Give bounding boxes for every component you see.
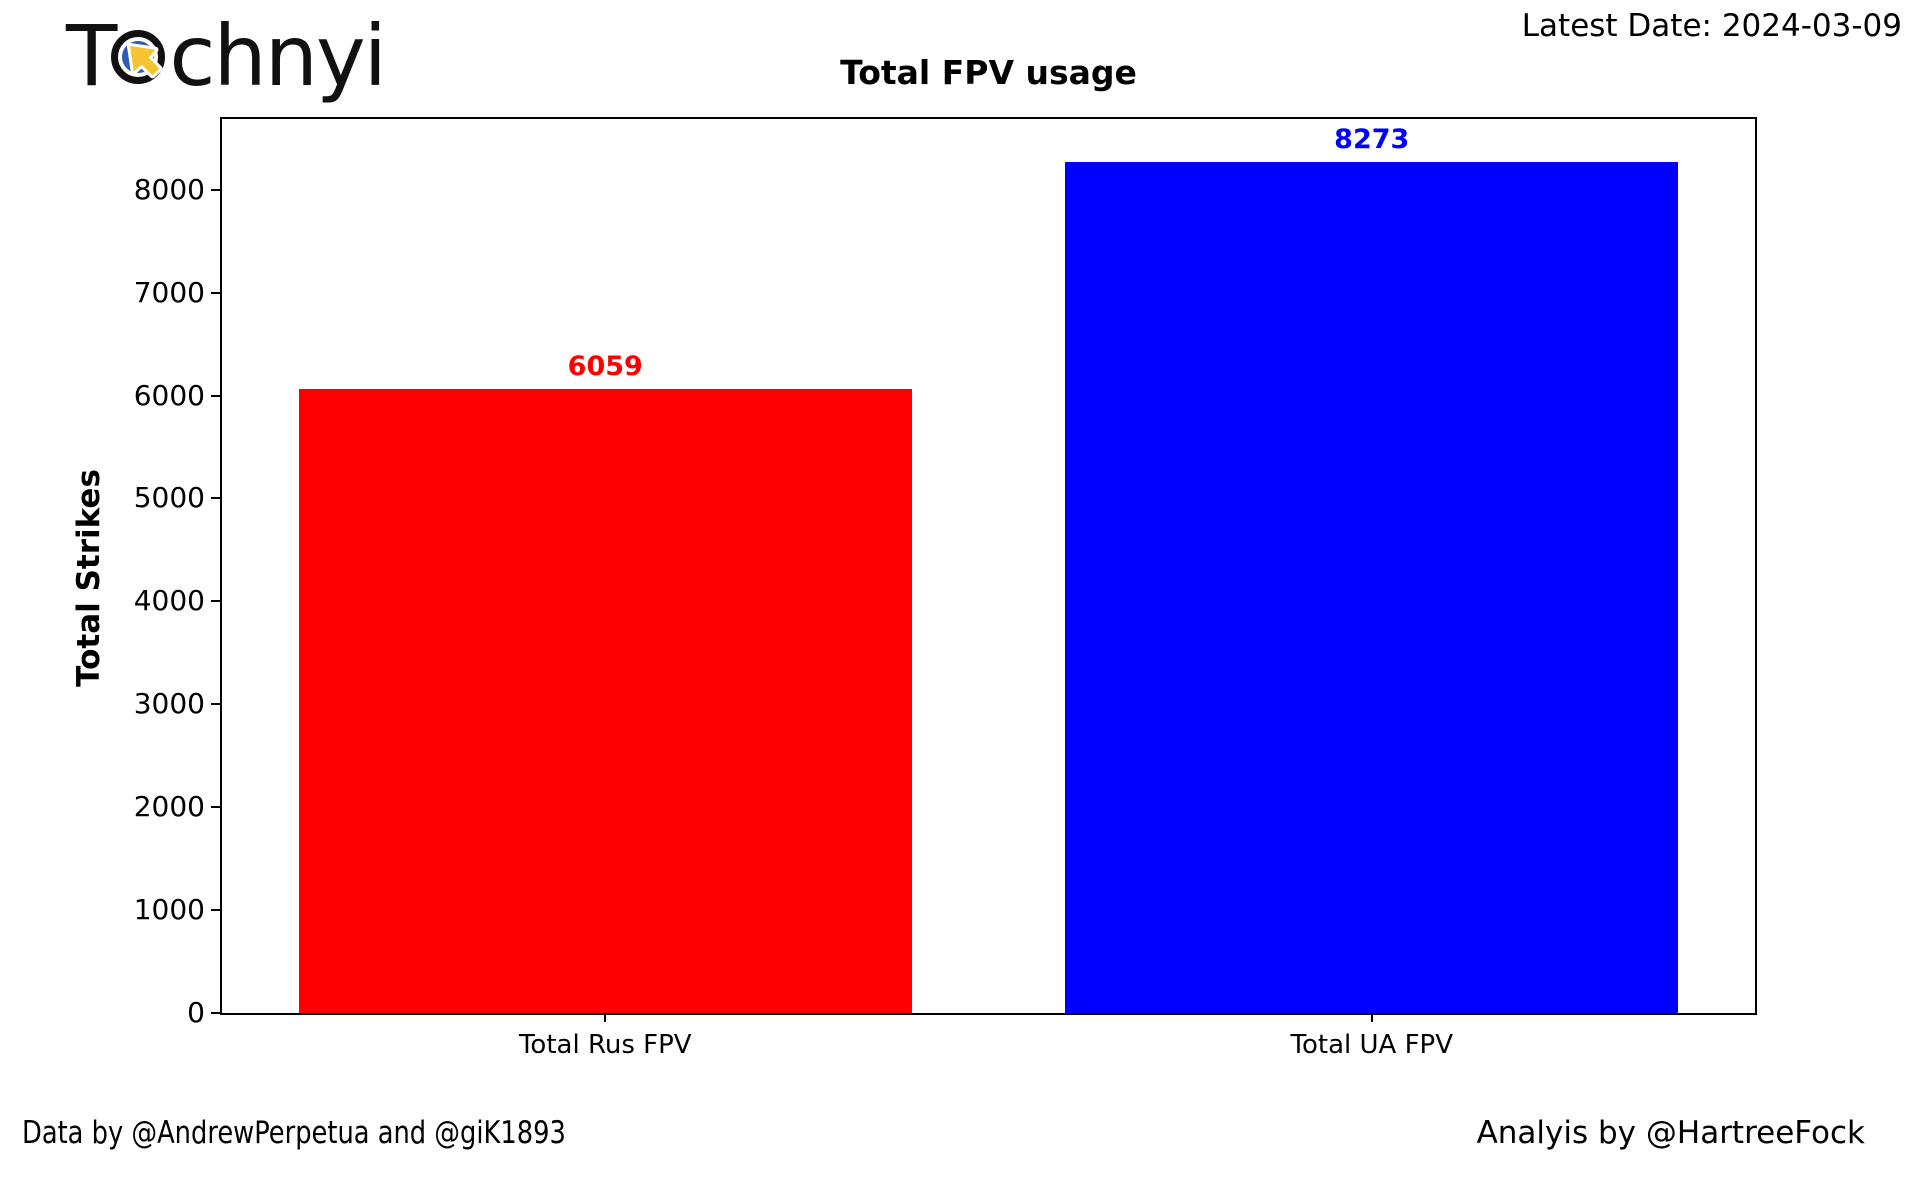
chart-title: Total FPV usage	[840, 53, 1137, 92]
bar-value-label-0: 6059	[567, 351, 643, 383]
plot-area: 0 1000 2000 3000 4000 5000 6000 7000 8000 Total …	[134, 117, 1757, 1060]
y-tick-label-6000: 6000	[133, 378, 205, 412]
bar-value-label-1: 8273	[1334, 123, 1410, 155]
bar-0	[298, 389, 912, 1013]
y-tick-label-0: 0	[187, 996, 205, 1029]
y-tick-label-4000: 4000	[133, 584, 205, 618]
y-tick-label-3000: 3000	[133, 687, 205, 721]
y-tick-mark-5000	[211, 497, 220, 500]
y-axis-label: Total Strikes	[71, 469, 107, 687]
y-tick-label-1000: 1000	[133, 893, 205, 927]
cursor-target-icon	[111, 30, 166, 84]
x-tick-mark-0	[604, 1013, 607, 1022]
data-credit-label: Data by @AndrewPerpetua and @giK1893	[22, 1115, 566, 1151]
y-tick-mark-8000	[211, 188, 220, 191]
y-tick-mark-3000	[211, 703, 220, 706]
x-tick-mark-1	[1370, 1013, 1373, 1022]
y-tick-mark-1000	[211, 909, 220, 912]
y-tick-mark-0	[211, 1012, 220, 1014]
y-tick-label-5000: 5000	[133, 481, 205, 515]
y-tick-label-8000: 8000	[133, 172, 205, 206]
y-tick-mark-2000	[211, 806, 220, 809]
logo-text-part2: chnyi	[169, 7, 387, 105]
x-tick-label-0: Total Rus FPV	[518, 1030, 692, 1060]
y-tick-label-2000: 2000	[133, 790, 205, 824]
y-tick-mark-4000	[211, 600, 220, 603]
analysis-credit-label: Analyis by @HartreeFock	[1476, 1115, 1865, 1151]
x-axis-ticks: Total Rus FPV Total UA FPV	[222, 119, 1755, 1060]
logo-text-part1: T	[66, 7, 117, 105]
x-tick-label-1: Total UA FPV	[1290, 1030, 1454, 1060]
latest-date-label: Latest Date: 2024-03-09	[1521, 8, 1902, 44]
y-axis-ticks: 0 1000 2000 3000 4000 5000 6000 7000 8000	[134, 119, 1755, 1027]
bars-layer: 6059 8273	[222, 119, 1755, 1013]
bar-1	[1065, 161, 1679, 1013]
y-tick-mark-6000	[211, 394, 220, 397]
y-tick-mark-7000	[211, 291, 220, 294]
technyi-logo: T chnyi	[66, 14, 387, 98]
y-tick-label-7000: 7000	[133, 275, 205, 309]
